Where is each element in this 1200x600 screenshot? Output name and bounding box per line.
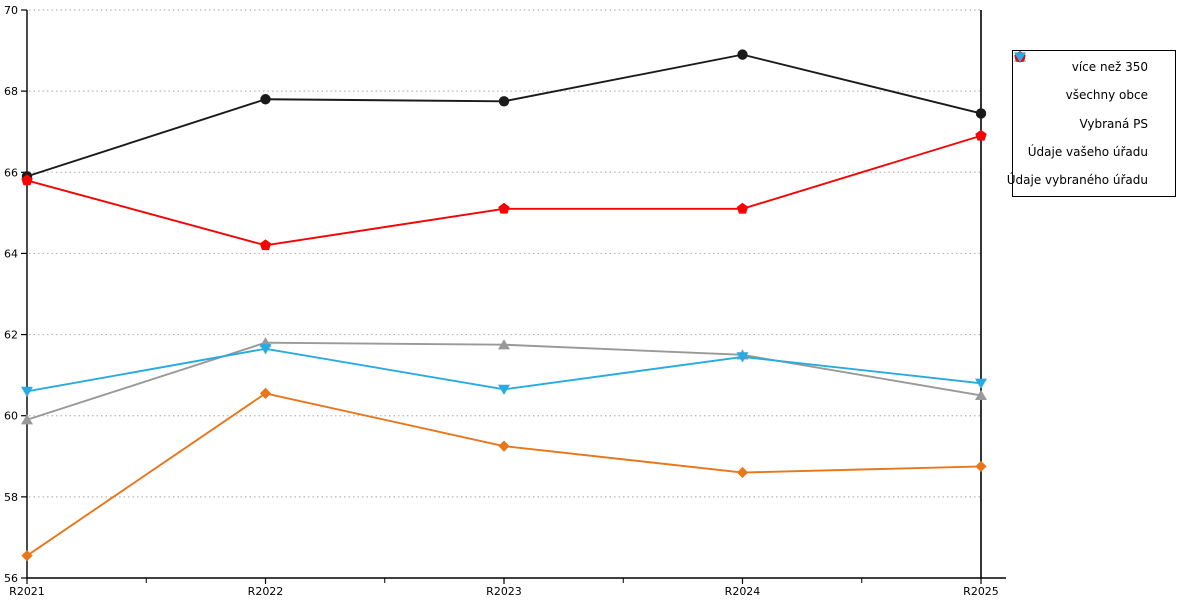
y-tick-label: 66 xyxy=(4,166,18,179)
y-tick-label: 56 xyxy=(4,572,18,585)
y-tick-label: 70 xyxy=(4,4,18,17)
circle-marker xyxy=(975,108,987,119)
y-tick-label: 58 xyxy=(4,491,18,504)
x-tick-label: R2025 xyxy=(963,585,999,598)
triangle-down-marker xyxy=(21,386,33,397)
series-line xyxy=(26,392,982,557)
legend-item: Údaje vašeho úřadu xyxy=(1013,51,1175,166)
y-tick-label: 64 xyxy=(4,247,18,260)
triangle-up-marker xyxy=(975,389,987,401)
series-line xyxy=(26,53,982,178)
y-tick-label: 60 xyxy=(4,410,18,423)
triangle-down-marker xyxy=(736,352,749,363)
legend-item-label: Vybraná PS xyxy=(1079,116,1148,131)
circle-marker-icon xyxy=(1014,51,1168,101)
diamond-marker xyxy=(498,440,510,452)
legend-item-label: Údaje vašeho úřadu xyxy=(1027,144,1148,159)
pentagon-marker xyxy=(736,202,749,214)
circle-marker xyxy=(260,94,271,105)
series-line xyxy=(26,134,982,247)
diamond-marker xyxy=(21,550,33,562)
pentagon-marker xyxy=(21,174,33,186)
legend-item-label: Údaje vybraného úřadu xyxy=(1006,172,1148,187)
triangle-down-marker xyxy=(498,384,510,395)
diamond-marker xyxy=(975,460,987,473)
triangle-down-marker-icon xyxy=(1014,52,1168,186)
pentagon-marker-icon xyxy=(1014,51,1168,158)
triangle-up-marker xyxy=(21,414,33,425)
triangle-up-marker-icon xyxy=(1014,51,1168,130)
y-tick-label: 62 xyxy=(4,329,18,342)
pentagon-marker xyxy=(498,202,510,214)
diamond-marker xyxy=(736,466,749,479)
x-tick-label: R2024 xyxy=(725,585,761,598)
legend-item-label: více než 350 xyxy=(1071,60,1148,75)
circle-marker xyxy=(498,96,510,107)
y-tick-label: 68 xyxy=(4,85,18,98)
pentagon-marker xyxy=(975,129,987,141)
diamond-marker xyxy=(259,387,272,399)
legend-item: Vybraná PS xyxy=(1013,51,1175,137)
triangle-down-marker xyxy=(975,378,987,389)
legend-item-label: všechny obce xyxy=(1065,88,1148,103)
circle-marker xyxy=(737,49,748,60)
pentagon-marker xyxy=(259,239,272,251)
x-tick-label: R2023 xyxy=(486,585,522,598)
triangle-down-marker xyxy=(259,344,272,355)
legend-item: více než 350 xyxy=(1013,51,1175,81)
x-tick-label: R2021 xyxy=(9,585,45,598)
legend-item: Údaje vybraného úřadu xyxy=(1007,52,1175,194)
x-tick-label: R2022 xyxy=(248,585,284,598)
legend-item: všechny obce xyxy=(1013,51,1175,109)
legend: více než 350 všechny obce Vybraná PS Úda… xyxy=(1007,50,1176,197)
triangle-up-marker xyxy=(498,339,510,350)
triangle-down-marker xyxy=(1014,52,1026,63)
series-line xyxy=(26,341,982,421)
diamond-marker-icon xyxy=(1014,51,1168,73)
